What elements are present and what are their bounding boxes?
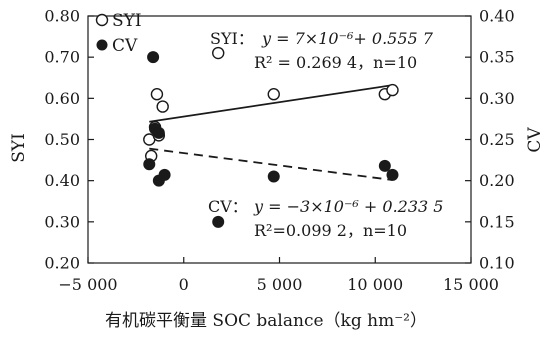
cv-point xyxy=(158,168,171,181)
syi-point xyxy=(156,100,169,113)
y-left-tick-label: 0.30 xyxy=(44,212,80,231)
legend-syi-label: SYI xyxy=(112,11,142,31)
y-left-tick-label: 0.50 xyxy=(44,130,80,149)
syi-point xyxy=(150,88,164,101)
x-tick-label: −5 000 xyxy=(58,275,117,294)
y-right-axis-title: CV xyxy=(525,127,545,153)
y-left-axis-title: SYI xyxy=(9,133,29,163)
y-left-tick-label: 0.20 xyxy=(44,254,80,273)
y-right-tick-label: 0.35 xyxy=(479,48,515,67)
cv-fit-line xyxy=(149,147,393,181)
left-y-axis-ticks: 0.20 0.30 0.40 0.50 0.60 0.70 0.80 xyxy=(44,7,94,273)
cv-point xyxy=(378,159,391,172)
y-right-tick-label: 0.15 xyxy=(479,212,515,231)
legend: SYI CV xyxy=(95,11,142,56)
x-tick-label: 10 000 xyxy=(347,275,403,294)
cv-point xyxy=(267,170,280,183)
cv-point xyxy=(152,126,165,139)
y-right-tick-label: 0.40 xyxy=(479,7,515,26)
x-tick-label: 5 000 xyxy=(257,275,303,294)
cv-point xyxy=(147,51,160,64)
cv-point xyxy=(386,168,399,181)
cv-annotation-stats: R²=0.099 2，n=10 xyxy=(254,221,407,240)
y-right-tick-label: 0.20 xyxy=(479,171,515,190)
y-left-tick-label: 0.80 xyxy=(44,7,80,26)
cv-points xyxy=(143,51,399,228)
y-right-tick-label: 0.25 xyxy=(479,130,515,149)
legend-cv-marker xyxy=(96,39,108,51)
x-tick-label: 0 xyxy=(179,275,189,294)
syi-annotation-equation: y = 7×10⁻⁶+ 0.555 7 xyxy=(261,29,434,48)
y-left-tick-label: 0.40 xyxy=(44,171,80,190)
y-left-tick-label: 0.70 xyxy=(44,48,80,67)
right-y-axis-ticks: 0.10 0.15 0.20 0.25 0.30 0.35 0.40 xyxy=(465,7,515,273)
syi-annotation-label: SYI： xyxy=(210,29,254,48)
syi-point xyxy=(386,83,399,97)
cv-point xyxy=(143,158,156,171)
x-axis-title: 有机碳平衡量 SOC balance（kg hm⁻²） xyxy=(105,311,427,331)
syi-fit-line xyxy=(149,84,393,123)
cv-point xyxy=(212,215,225,228)
y-left-tick-label: 0.60 xyxy=(44,89,80,108)
syi-point xyxy=(212,46,225,60)
x-axis-ticks: −5 000 0 5 000 10 000 15 000 xyxy=(58,257,499,294)
cv-annotation-label: CV： xyxy=(208,197,248,216)
syi-point xyxy=(267,88,280,101)
syi-annotation-stats: R² = 0.269 4，n=10 xyxy=(254,53,417,72)
cv-annotation-equation: y = −3×10⁻⁶ + 0.233 5 xyxy=(253,197,443,216)
legend-cv-label: CV xyxy=(112,36,138,56)
legend-syi-marker xyxy=(95,13,109,27)
y-right-tick-label: 0.10 xyxy=(479,254,515,273)
y-right-tick-label: 0.30 xyxy=(479,89,515,108)
x-tick-label: 15 000 xyxy=(443,275,499,294)
